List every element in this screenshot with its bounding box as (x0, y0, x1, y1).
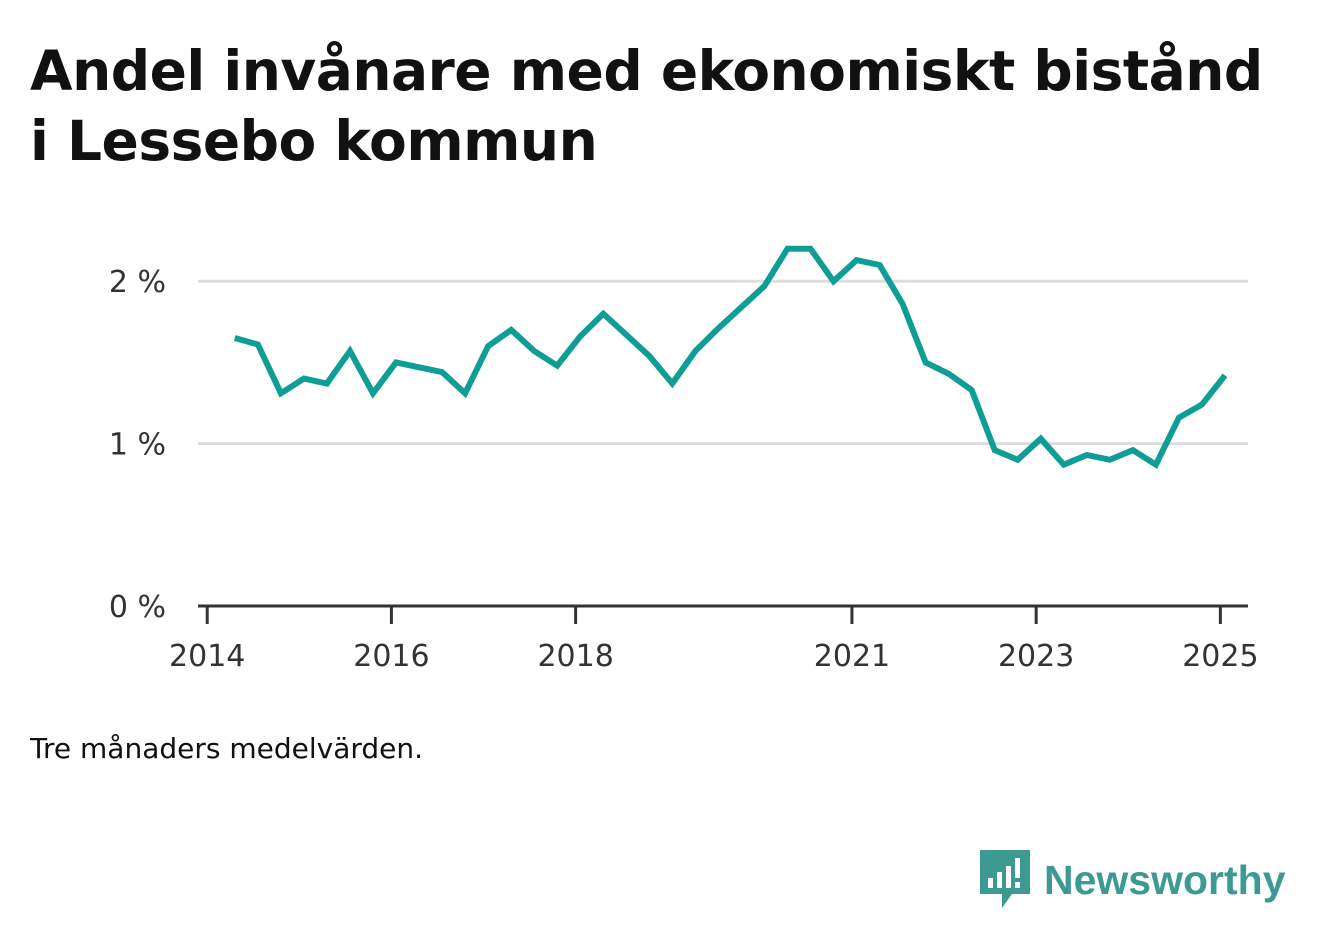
y-tick-label: 1 % (109, 428, 166, 463)
x-axis-tick-labels: 2014 2016 2018 2021 2023 2025 (169, 639, 1259, 674)
chart-title: Andel invånare med ekonomiskt bistånd i … (30, 39, 1263, 173)
series-line-0 (233, 245, 1228, 470)
x-axis (198, 604, 1248, 624)
series-layer (233, 245, 1228, 470)
x-tick-label: 2016 (353, 639, 429, 674)
y-tick-label: 0 % (109, 590, 166, 625)
x-tick-label: 2018 (537, 639, 613, 674)
gridlines (198, 279, 1248, 446)
chart-note: Tre månaders medelvärden. (30, 732, 424, 765)
brand-name: Newsworthy (1044, 856, 1286, 903)
x-tick-label: 2025 (1182, 639, 1258, 674)
x-tick-label: 2014 (169, 639, 245, 674)
x-tick-label: 2023 (998, 639, 1074, 674)
y-axis-tick-labels: 0 % 1 % 2 % (109, 265, 166, 625)
newsworthy-logo-icon (980, 850, 1030, 908)
y-tick-label: 2 % (109, 265, 166, 300)
brand-logo: Newsworthy (980, 850, 1286, 910)
x-tick-label: 2021 (814, 639, 890, 674)
